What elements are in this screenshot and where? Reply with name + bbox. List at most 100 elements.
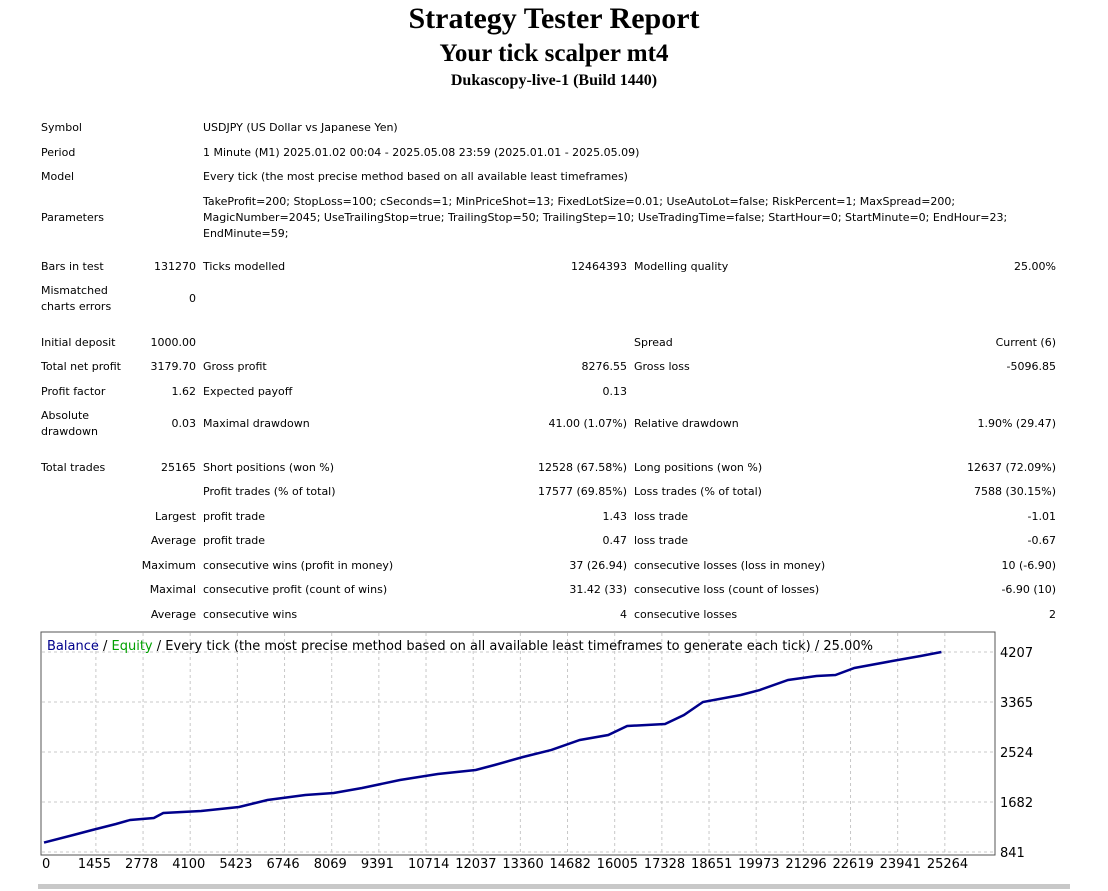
table-cell: 31.42 (33) — [569, 583, 627, 596]
table-cell: 25.00% — [1014, 260, 1056, 273]
table-cell: 37 (26.94) — [569, 559, 627, 572]
server-info: Dukascopy-live-1 (Build 1440) — [450, 72, 658, 89]
table-cell: Maximal drawdown — [203, 417, 310, 430]
table-cell: Profit factor — [41, 385, 106, 398]
table-cell: USDJPY (US Dollar vs Japanese Yen) — [203, 121, 398, 134]
x-tick-label: 23941 — [880, 857, 921, 872]
x-tick-label: 4100 — [172, 857, 205, 872]
x-tick-label: 6746 — [267, 857, 300, 872]
table-cell: consecutive losses (loss in money) — [634, 559, 826, 572]
legend-equity: Equity — [112, 639, 153, 654]
table-cell: 41.00 (1.07%) — [548, 417, 627, 430]
table-cell: consecutive losses — [634, 608, 738, 621]
table-cell: 0.03 — [171, 417, 197, 430]
legend-separator: / — [99, 639, 112, 654]
x-tick-label: 21296 — [785, 857, 826, 872]
table-cell: loss trade — [634, 534, 689, 547]
report-title: Strategy Tester Report — [408, 2, 700, 35]
table-cell: 12528 (67.58%) — [537, 461, 627, 474]
table-cell: Mismatched charts errors — [41, 284, 112, 313]
table-cell: 12637 (72.09%) — [966, 461, 1056, 474]
table-cell: loss trade — [634, 510, 689, 523]
table-cell: consecutive wins — [203, 608, 298, 621]
chart-frame — [40, 631, 996, 856]
x-tick-label: 1455 — [78, 857, 111, 872]
table-cell: Bars in test — [41, 260, 104, 273]
y-tick-label: 3365 — [1000, 696, 1033, 711]
x-tick-label: 16005 — [597, 857, 638, 872]
table-cell: Loss trades (% of total) — [634, 485, 762, 498]
x-tick-label: 17328 — [644, 857, 685, 872]
table-cell: Total trades — [41, 461, 106, 474]
table-cell: 25165 — [161, 461, 196, 474]
table-cell: profit trade — [203, 534, 266, 547]
table-cell: consecutive loss (count of losses) — [634, 583, 820, 596]
table-cell: 0.47 — [602, 534, 628, 547]
table-cell: Gross loss — [634, 360, 690, 373]
table-cell: Largest — [155, 510, 196, 523]
table-cell: 4 — [620, 608, 627, 621]
table-cell: 1 Minute (M1) 2025.01.02 00:04 - 2025.05… — [203, 146, 640, 159]
x-tick-label: 9391 — [361, 857, 394, 872]
table-cell: Gross profit — [203, 360, 267, 373]
x-tick-label: 19973 — [738, 857, 779, 872]
table-cell: 8276.55 — [581, 360, 628, 373]
table-cell: 0 — [189, 292, 196, 305]
table-cell: Absolute drawdown — [41, 409, 98, 438]
table-cell: 10 (-6.90) — [1001, 559, 1056, 572]
legend-note: Every tick (the most precise method base… — [165, 639, 873, 654]
y-tick-label: 4207 — [1000, 646, 1033, 661]
table-cell: Average — [150, 608, 196, 621]
table-cell: Parameters — [41, 211, 104, 224]
x-tick-label: 14682 — [550, 857, 591, 872]
table-cell: Initial deposit — [41, 336, 116, 349]
table-cell: -5096.85 — [1006, 360, 1056, 373]
table-cell: 131270 — [154, 260, 196, 273]
table-cell: Spread — [634, 336, 673, 349]
table-cell: 12464393 — [571, 260, 627, 273]
table-cell: 1.62 — [171, 385, 197, 398]
table-cell: 2 — [1049, 608, 1056, 621]
x-tick-label: 12037 — [455, 857, 496, 872]
y-tick-label: 1682 — [1000, 796, 1033, 811]
x-tick-label: 18651 — [691, 857, 732, 872]
table-cell: -1.01 — [1027, 510, 1056, 523]
table-cell: profit trade — [203, 510, 266, 523]
table-cell: 7588 (30.15%) — [973, 485, 1056, 498]
table-cell: Total net profit — [41, 360, 121, 373]
x-tick-label: 0 — [42, 857, 50, 872]
table-cell: Relative drawdown — [634, 417, 739, 430]
table-cell: 0.13 — [602, 385, 628, 398]
table-cell: -6.90 (10) — [1001, 583, 1056, 596]
table-cell: consecutive wins (profit in money) — [203, 559, 394, 572]
table-cell: 17577 (69.85%) — [537, 485, 627, 498]
table-cell: 1.90% (29.47) — [977, 417, 1056, 430]
table-cell: 1.43 — [602, 510, 628, 523]
y-tick-label: 2524 — [1000, 746, 1033, 761]
table-cell: Average — [150, 534, 196, 547]
x-tick-label: 5423 — [219, 857, 252, 872]
table-cell: Expected payoff — [203, 385, 293, 398]
report-subtitle: Your tick scalper mt4 — [439, 40, 669, 67]
scroll-bar — [38, 884, 1070, 889]
table-cell: Modelling quality — [634, 260, 729, 273]
balance-line — [43, 650, 942, 844]
legend-balance: Balance — [47, 639, 99, 654]
x-tick-label: 22619 — [833, 857, 874, 872]
table-cell: Short positions (won %) — [203, 461, 335, 474]
table-cell: 1000.00 — [150, 336, 197, 349]
legend-separator: / — [153, 639, 166, 654]
table-cell: consecutive profit (count of wins) — [203, 583, 388, 596]
table-cell: Maximum — [141, 559, 196, 572]
x-tick-label: 13360 — [502, 857, 543, 872]
table-cell: Profit trades (% of total) — [203, 485, 336, 498]
table-cell: Maximal — [149, 583, 196, 596]
x-tick-label: 25264 — [927, 857, 968, 872]
table-cell: Current (6) — [995, 336, 1056, 349]
table-cell: Model — [41, 170, 75, 183]
chart-legend: Balance / Equity / Every tick (the most … — [47, 639, 873, 654]
table-cell: Symbol — [41, 121, 82, 134]
x-tick-label: 8069 — [314, 857, 347, 872]
